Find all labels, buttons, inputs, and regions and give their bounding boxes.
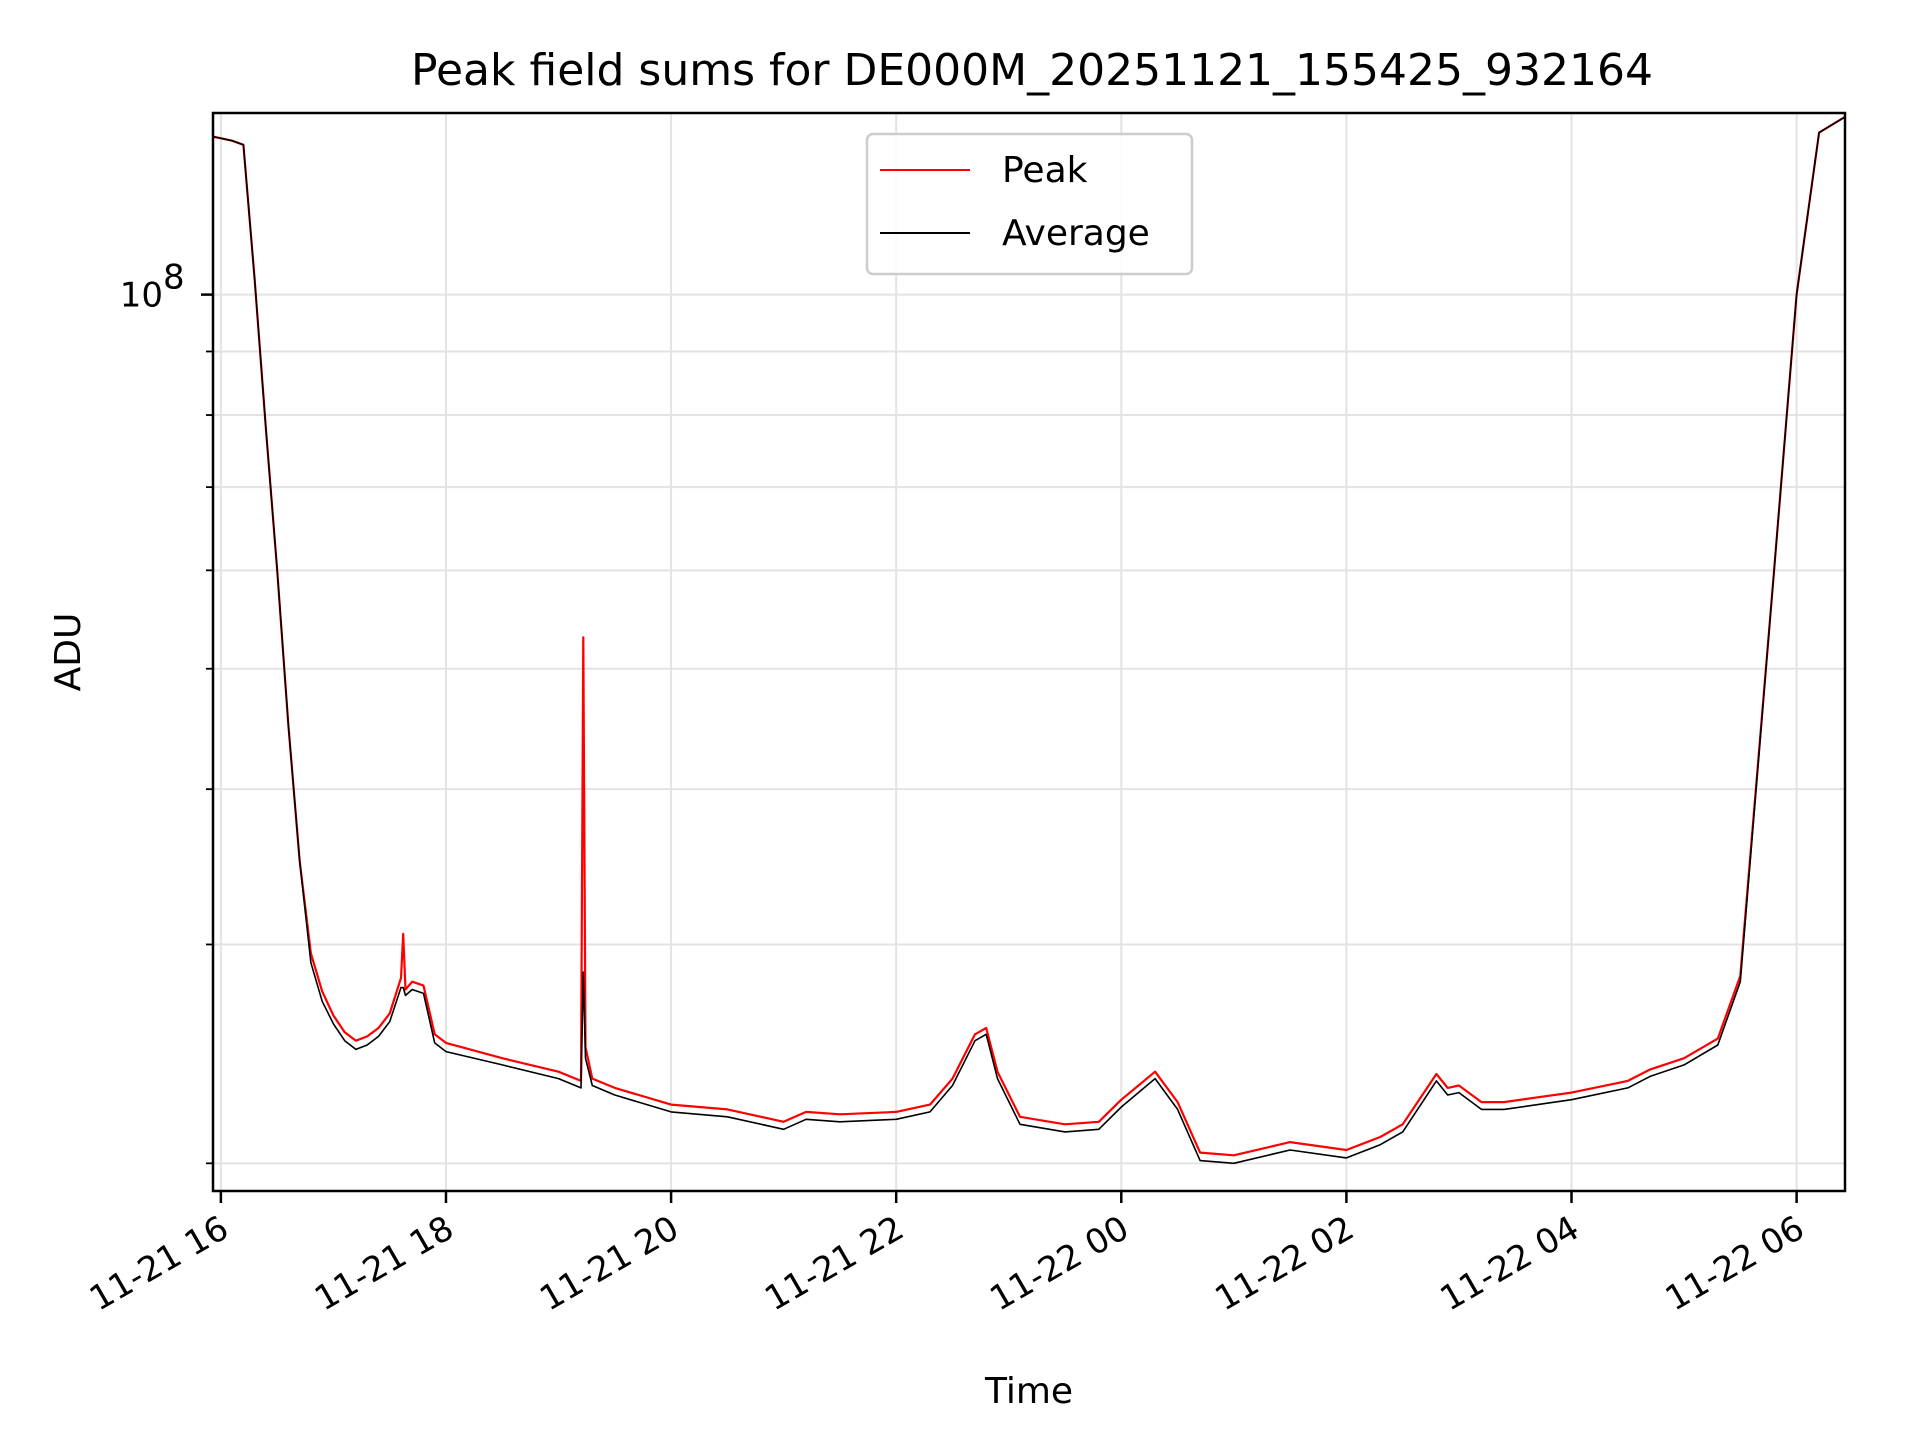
series-layer [213,115,1845,1165]
y-axis-label: ADU [48,613,89,692]
series-line-peak [213,115,1845,1157]
plot-frame [211,111,1847,1193]
legend-label-average: Average [1002,213,1150,254]
legend: Peak Average [865,132,1194,276]
chart-title: Peak field sums for DE000M_20251121_1554… [411,45,1653,96]
legend-label-peak: Peak [1002,150,1088,191]
y-tick-layer: 10 8 [120,258,213,1165]
series-line-average [213,116,1845,1165]
y-tick-label-exponent: 8 [163,258,185,298]
y-tick-label: 10 [120,276,163,316]
x-axis-label: Time [984,1371,1073,1412]
